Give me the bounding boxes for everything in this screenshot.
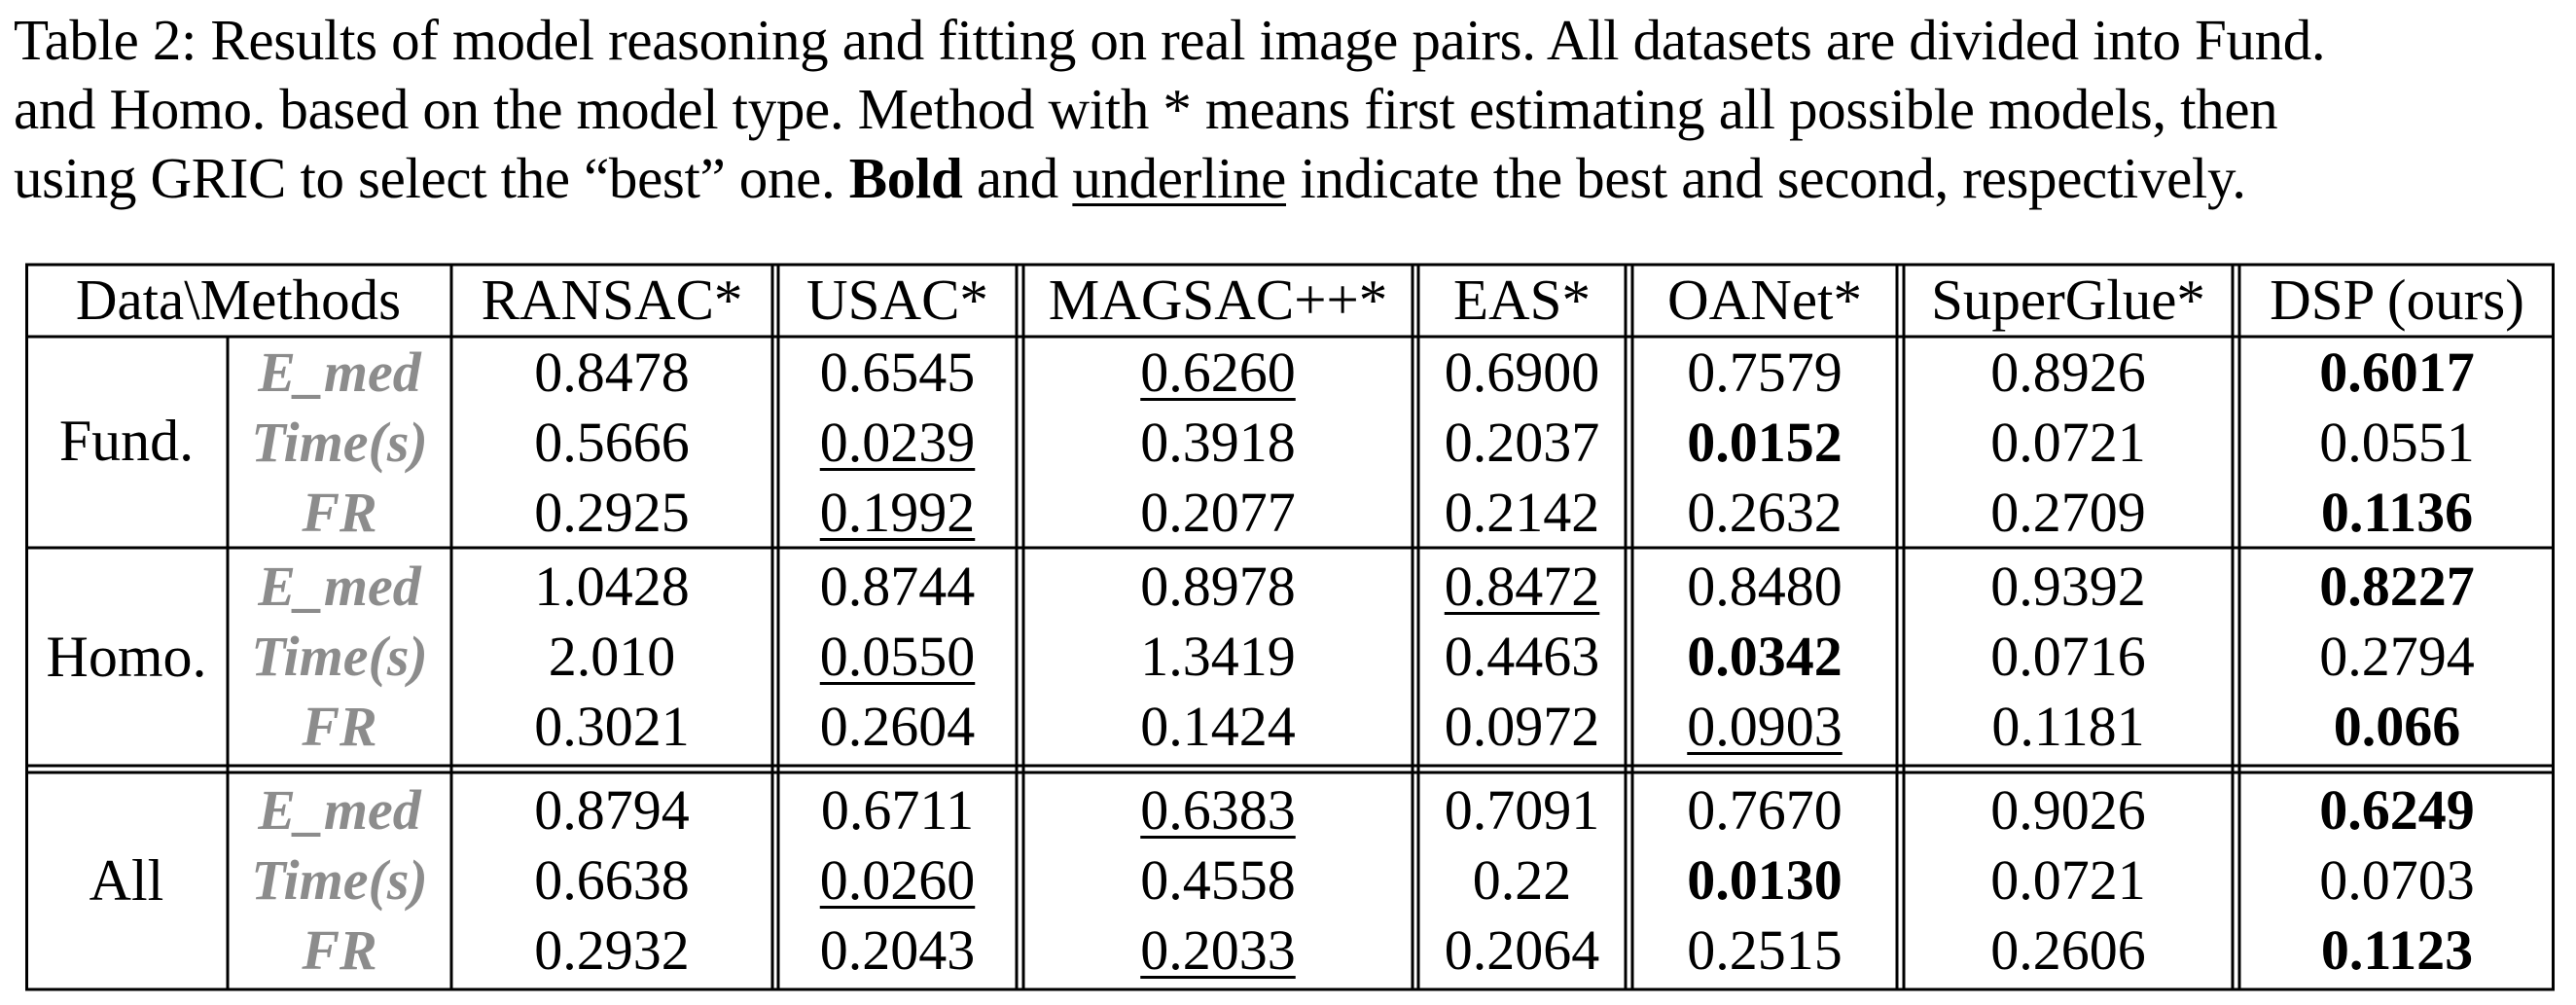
table-cell: 0.1136 <box>2320 480 2474 544</box>
table-cell: 0.0903 <box>1687 694 1843 758</box>
table-cell: 0.8744 <box>819 554 976 618</box>
table-cell: 0.2632 <box>1687 480 1843 544</box>
table-cell: 0.8794 <box>534 777 690 842</box>
table-cell: 0.0721 <box>1990 847 2146 912</box>
table-cell: 0.2043 <box>819 917 976 982</box>
table-cell: 0.2794 <box>2319 624 2475 688</box>
table-cell: 0.0972 <box>1444 694 1600 758</box>
table-cell: 0.0260 <box>819 847 976 912</box>
metric-label: FR <box>302 694 377 758</box>
table-cell: 0.2606 <box>1990 917 2146 982</box>
table-cell: 0.0721 <box>1990 410 2146 474</box>
caption-line-3-end: indicate the best and second, respective… <box>1286 146 2246 210</box>
table-caption: Table 2: Results of model reasoning and … <box>14 6 2572 213</box>
table-cell: 0.0130 <box>1687 847 1843 912</box>
table-cell: 0.2932 <box>534 917 690 982</box>
metric-label: FR <box>302 917 377 982</box>
table-cell: 0.8478 <box>534 340 690 404</box>
table-cell: 1.0428 <box>534 554 690 618</box>
table-cell: 0.6900 <box>1444 340 1600 404</box>
header-method: RANSAC* <box>481 267 743 332</box>
header-method: EAS* <box>1453 267 1591 332</box>
table-cell: 0.7579 <box>1687 340 1843 404</box>
table-cell: 0.0703 <box>2319 847 2475 912</box>
table-cell: 0.9392 <box>1990 554 2146 618</box>
header-method: SuperGlue* <box>1931 267 2205 332</box>
caption-line-3-mid: and <box>962 146 1073 210</box>
group-label: All <box>89 847 164 913</box>
table-cell: 0.0152 <box>1687 410 1843 474</box>
table-cell: 0.6711 <box>820 777 975 842</box>
header-corner: Data\Methods <box>75 267 402 332</box>
table-cell: 0.4463 <box>1444 624 1600 688</box>
table-cell: 0.2709 <box>1990 480 2146 544</box>
caption-line-3-start: using GRIC to select the “best” one. <box>14 146 849 210</box>
group-label: Fund. <box>58 408 195 473</box>
metric-label: Time(s) <box>251 410 428 474</box>
table-cell: 0.1992 <box>819 480 976 544</box>
table-cell: 0.8978 <box>1140 554 1296 618</box>
table-cell: 0.4558 <box>1140 847 1296 912</box>
metric-label: E_med <box>258 340 421 404</box>
table-cell: 0.3021 <box>534 694 690 758</box>
table-cell: 0.7091 <box>1444 777 1600 842</box>
group-label: Homo. <box>46 624 207 689</box>
table-cell: 0.22 <box>1472 847 1572 912</box>
table-cell: 0.0551 <box>2319 410 2475 474</box>
table-cell: 0.066 <box>2333 694 2461 758</box>
table-cell: 0.0550 <box>819 624 976 688</box>
metric-label: E_med <box>258 554 421 618</box>
caption-underline-word: underline <box>1072 146 1287 210</box>
table-cell: 0.2064 <box>1444 917 1600 982</box>
table-cell: 0.6383 <box>1140 777 1296 842</box>
table-cell: 0.2925 <box>534 480 690 544</box>
table-cell: 0.8480 <box>1687 554 1843 618</box>
header-method: DSP (ours) <box>2270 267 2524 332</box>
caption-line-2: and Homo. based on the model type. Metho… <box>14 77 2278 141</box>
table-cell: 0.2033 <box>1140 917 1296 982</box>
table-cell: 0.0239 <box>819 410 976 474</box>
table-cell: 0.0342 <box>1687 624 1843 688</box>
table-cell: 1.3419 <box>1140 624 1296 688</box>
table-cell: 0.8926 <box>1990 340 2146 404</box>
table-cell: 0.1181 <box>1991 694 2145 758</box>
table-cell: 0.7670 <box>1687 777 1843 842</box>
table-cell: 0.2142 <box>1444 480 1600 544</box>
header-method: OANet* <box>1667 267 1862 332</box>
table-cell: 0.8472 <box>1444 554 1600 618</box>
results-table: Data\Methods RANSAC* USAC* MAGSAC++* EAS* OAN… <box>25 263 2555 992</box>
caption-line-1: Table 2: Results of model reasoning and … <box>14 8 2326 72</box>
table-cell: 0.9026 <box>1990 777 2146 842</box>
table-cell: 0.2604 <box>819 694 976 758</box>
table-cell: 0.2077 <box>1140 480 1296 544</box>
table-cell: 0.6017 <box>2319 340 2475 404</box>
table-cell: 0.2037 <box>1444 410 1600 474</box>
header-method: USAC* <box>806 267 988 332</box>
metric-label: E_med <box>258 777 421 842</box>
table-cell: 0.5666 <box>534 410 690 474</box>
table-grid-lines <box>25 263 2555 991</box>
table-cell: 0.6638 <box>534 847 690 912</box>
metric-label: Time(s) <box>251 847 428 912</box>
header-method: MAGSAC++* <box>1048 267 1388 332</box>
table-cell: 0.8227 <box>2319 554 2475 618</box>
table-cell: 0.6260 <box>1140 340 1296 404</box>
table-cell: 0.0716 <box>1990 624 2146 688</box>
metric-label: FR <box>302 480 377 544</box>
table-cell: 0.1123 <box>2320 917 2474 982</box>
caption-bold-word: Bold <box>848 146 963 210</box>
caption-line-3: using GRIC to select the “best” one. Bol… <box>14 144 2572 213</box>
table-cell: 0.1424 <box>1140 694 1296 758</box>
table-cell: 0.6545 <box>819 340 976 404</box>
table-cell: 2.010 <box>548 624 676 688</box>
metric-label: Time(s) <box>251 624 428 688</box>
table-cell: 0.2515 <box>1687 917 1843 982</box>
table-cell: 0.3918 <box>1140 410 1296 474</box>
table-cell: 0.6249 <box>2319 777 2475 842</box>
